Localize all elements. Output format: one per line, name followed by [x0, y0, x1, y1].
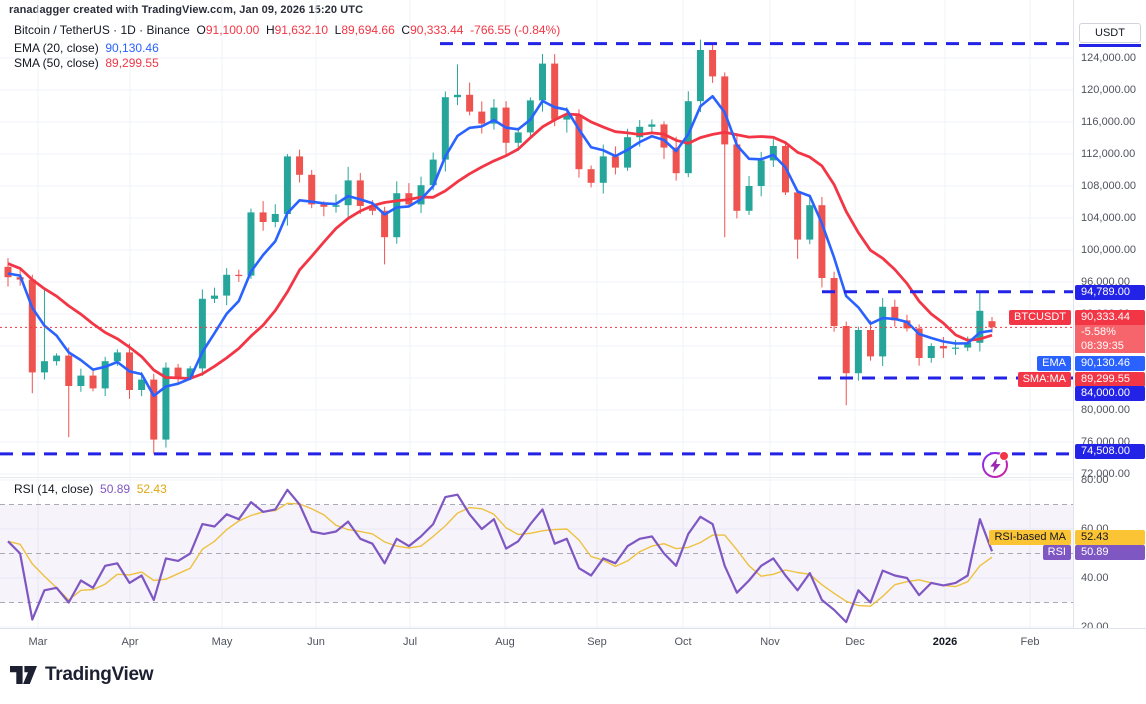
ohlc-high-label: H	[265, 23, 275, 37]
symbol-title: Bitcoin / TetherUS · 1D · Binance	[14, 23, 190, 37]
sma-legend-value: 89,299.55	[105, 56, 159, 70]
ohlc-open-value: 91,100.00	[205, 23, 260, 37]
time-tick: Feb	[1020, 636, 1040, 648]
currency-label: USDT	[1079, 23, 1141, 43]
price-axis-badge: 94,789.00	[1075, 285, 1145, 300]
sma-legend-title: SMA (50, close)	[14, 56, 99, 70]
price-axis[interactable]: 124,000.00 120,000.00 116,000.00 112,000.00…	[1074, 0, 1146, 633]
price-tick: 120,000.00	[1081, 84, 1137, 96]
time-tick: Apr	[121, 636, 139, 648]
price-tick: 104,000.00	[1081, 212, 1137, 224]
ohlc-high-value: 91,632.10	[274, 23, 328, 37]
sma-legend[interactable]: SMA (50, close) 89,299.55	[14, 56, 159, 70]
time-tick: Sep	[587, 636, 607, 648]
time-tick: Mar	[28, 636, 48, 648]
ema-legend-value: 90,130.46	[105, 41, 159, 55]
price-tick: 100,000.00	[1081, 244, 1137, 256]
price-axis-badge: 84,000.00	[1075, 386, 1145, 401]
rsi-ma-legend-value: 52.43	[136, 482, 167, 496]
time-tick: Nov	[760, 636, 780, 648]
ohlc-low-value: 89,694.66	[341, 23, 395, 37]
price-tick: 116,000.00	[1081, 116, 1136, 128]
time-tick: Jul	[402, 636, 418, 648]
ema-legend-title: EMA (20, close)	[14, 41, 99, 55]
watermark-text: ranadagger created with TradingView.com,…	[9, 4, 364, 16]
price-axis-badge: 50.89	[1075, 545, 1145, 560]
rsi-tick: 40.00	[1081, 572, 1109, 584]
price-tick: 112,000.00	[1081, 148, 1136, 160]
change-value: -766.55 (-0.84%)	[470, 23, 561, 37]
time-tick: Aug	[495, 636, 515, 648]
series-tag-ema: EMA	[1037, 356, 1071, 371]
ohlc-close-value: 90,333.44	[410, 23, 464, 37]
time-tick: 2026	[932, 636, 958, 648]
time-tick: Oct	[674, 636, 692, 648]
rsi-legend-value: 50.89	[100, 482, 131, 496]
price-axis-badge: 52.43	[1075, 530, 1145, 545]
rsi-legend[interactable]: RSI (14, close) 50.89 52.43	[14, 482, 167, 496]
tradingview-logo[interactable]: TradingView	[10, 664, 154, 686]
series-tag-rsi: RSI	[1042, 545, 1071, 560]
time-tick: May	[211, 636, 233, 648]
price-plot[interactable]	[0, 0, 1073, 628]
price-axis-badge: 90,333.44 -5.58% 08:39:35	[1075, 310, 1145, 353]
time-tick: Jun	[307, 636, 325, 648]
price-tick: 108,000.00	[1081, 180, 1137, 192]
symbol-legend[interactable]: Bitcoin / TetherUS · 1D · Binance O91,10…	[14, 23, 560, 37]
time-axis[interactable]: Mar Apr May Jun Jul Aug Sep Oct Nov Dec 2026 Feb	[0, 628, 1146, 657]
rsi-tick: 80.00	[1081, 474, 1109, 486]
axis-border	[1073, 0, 1074, 656]
price-axis-badge: 90,130.46	[1075, 356, 1145, 371]
series-tag-sma-ma: SMA:MA	[1017, 372, 1071, 387]
ema-legend[interactable]: EMA (20, close) 90,130.46	[14, 41, 159, 55]
notification-dot	[999, 451, 1009, 461]
series-tag-rsi-based-ma: RSI-based MA	[989, 530, 1071, 545]
flash-idea-icon[interactable]	[982, 451, 1009, 478]
pane-separator[interactable]	[0, 477, 1146, 478]
price-axis-badge: 74,508.00	[1075, 444, 1145, 459]
tradingview-logo-mark	[10, 666, 37, 684]
ohlc-low-label: L	[334, 23, 342, 37]
ohlc-close-label: C	[401, 23, 411, 37]
price-tick: 72,000.00	[1081, 468, 1130, 480]
tradingview-logo-text: TradingView	[45, 664, 154, 685]
price-tick: 80,000.00	[1081, 404, 1130, 416]
rsi-legend-title: RSI (14, close)	[14, 482, 94, 496]
time-tick: Dec	[845, 636, 865, 648]
price-line-axis-mark	[1079, 44, 1141, 47]
series-tag-btcusdt: BTCUSDT	[1009, 310, 1071, 325]
price-axis-badge: 89,299.55	[1075, 372, 1145, 387]
price-tick: 124,000.00	[1081, 52, 1137, 64]
ohlc-open-label: O	[196, 23, 206, 37]
